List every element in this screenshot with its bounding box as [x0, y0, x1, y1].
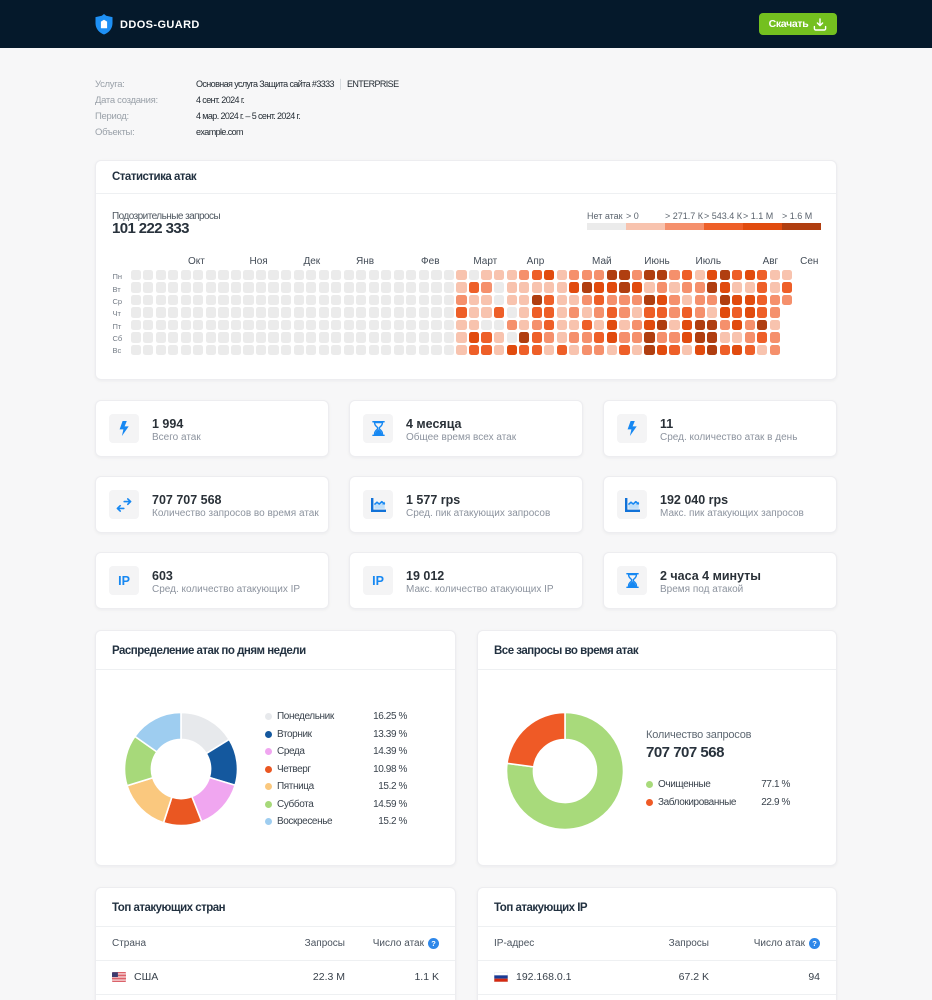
svg-text:?: ?: [812, 939, 817, 948]
svg-text:?: ?: [431, 939, 436, 948]
